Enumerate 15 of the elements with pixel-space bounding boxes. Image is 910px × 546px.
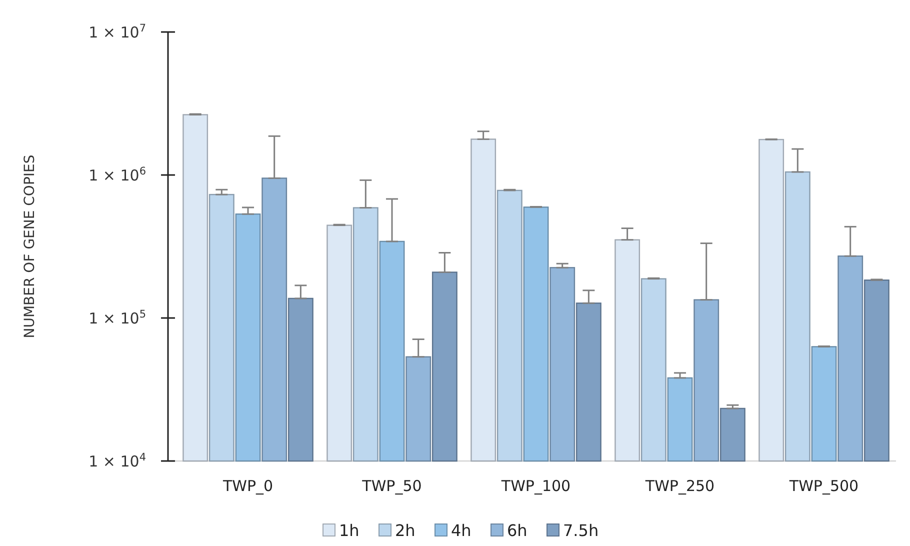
x-tick-label: TWP_0 [222, 477, 274, 495]
legend-label: 1h [339, 521, 360, 540]
legend-label: 2h [395, 521, 416, 540]
legend-label: 7.5h [563, 521, 599, 540]
legend-label: 6h [507, 521, 528, 540]
legend-label: 4h [451, 521, 472, 540]
y-tick-label: 1 × 10$^{7}$ [88, 22, 146, 42]
x-tick-label: TWP_50 [361, 477, 422, 495]
y-axis-title: NUMBER OF GENE COPIES [22, 154, 38, 338]
x-tick-label: TWP_500 [788, 477, 859, 495]
y-tick-label: 1 × 10$^{6}$ [88, 165, 146, 184]
x-tick-label: TWP_100 [500, 477, 571, 495]
y-tick-label: 1 × 10$^{4}$ [88, 451, 146, 470]
x-tick-label: TWP_250 [644, 477, 715, 495]
y-tick-label: 1 × 10$^{5}$ [88, 308, 146, 328]
